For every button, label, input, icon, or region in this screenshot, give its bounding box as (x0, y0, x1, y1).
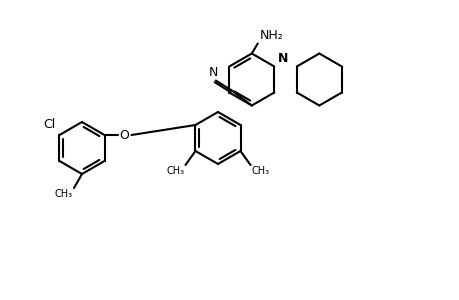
Text: N: N (209, 65, 218, 79)
Text: N: N (278, 52, 288, 64)
Text: CH₃: CH₃ (251, 166, 269, 176)
Text: CH₃: CH₃ (55, 189, 73, 199)
Text: Cl: Cl (43, 118, 56, 131)
Text: CH₃: CH₃ (166, 166, 184, 176)
Text: O: O (119, 128, 129, 142)
Text: NH₂: NH₂ (259, 28, 283, 41)
